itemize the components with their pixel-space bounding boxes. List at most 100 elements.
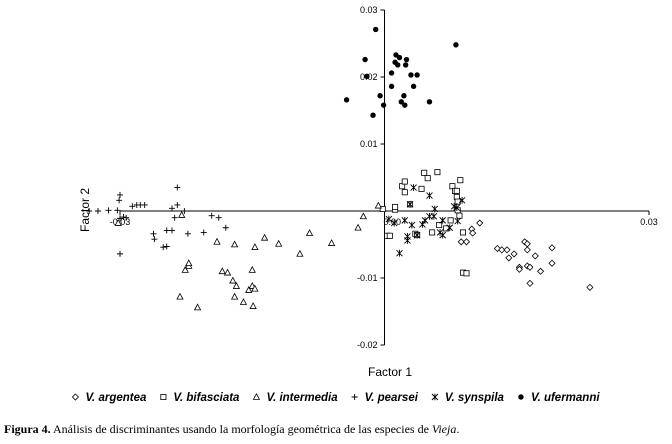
point-diamond	[457, 238, 465, 246]
point-circle	[343, 97, 350, 103]
point-plus	[184, 230, 191, 237]
point-diamond	[548, 259, 556, 267]
point-circle	[364, 73, 370, 80]
point-square	[392, 203, 399, 210]
point-plus	[181, 208, 188, 214]
legend-marker-diamond	[71, 393, 80, 401]
x-tick-label: 0.03	[640, 217, 658, 227]
point-square	[456, 212, 463, 219]
legend-marker-circle	[518, 394, 524, 400]
point-circle	[380, 102, 387, 108]
point-diamond	[536, 267, 545, 275]
point-triangle	[213, 237, 221, 245]
caption-text: Análisis de discriminantes usando la mor…	[53, 422, 429, 436]
chart-axes	[119, 9, 650, 346]
caption-end: .	[456, 422, 460, 436]
legend-label: V. synspila	[445, 392, 505, 404]
point-triangle	[193, 303, 202, 311]
point-plus	[160, 244, 167, 251]
point-plus	[116, 197, 123, 204]
point-circle	[402, 62, 409, 68]
point-asterisk	[431, 205, 439, 213]
point-circle	[410, 83, 417, 90]
point-square	[401, 178, 408, 185]
point-plus	[141, 201, 148, 208]
point-triangle	[185, 259, 193, 267]
legend-marker-triangle	[252, 392, 261, 400]
legend-label: V. pearsei	[365, 392, 419, 404]
point-circle	[370, 112, 376, 118]
point-plus	[150, 230, 157, 237]
figure-caption: Figura 4. Análisis de discriminantes usa…	[4, 422, 668, 437]
point-asterisk	[385, 215, 393, 223]
point-plus	[114, 207, 121, 214]
caption-label: Figura 4.	[4, 422, 51, 436]
point-circle	[414, 72, 420, 78]
point-circle	[398, 99, 404, 105]
point-plus	[123, 214, 130, 221]
point-triangle	[359, 212, 368, 220]
point-circle	[388, 70, 395, 76]
point-plus	[129, 203, 136, 210]
point-triangle	[245, 286, 253, 293]
point-triangle	[305, 229, 314, 236]
point-triangle	[249, 302, 257, 309]
point-triangle	[114, 219, 122, 226]
point-asterisk	[421, 216, 429, 224]
series-plus	[86, 184, 229, 257]
y-tick-label: 0.01	[360, 139, 378, 149]
legend-marker-plus	[351, 394, 358, 400]
point-asterisk	[439, 231, 447, 239]
x-tick-label: -0.03	[110, 217, 131, 227]
legend-marker-asterisk	[431, 393, 439, 401]
legend-marker-square	[160, 393, 167, 400]
legend-label: V. intermedia	[266, 392, 338, 404]
point-square	[424, 175, 431, 182]
point-triangle	[248, 265, 256, 273]
point-plus	[105, 207, 112, 214]
point-asterisk	[426, 192, 433, 199]
caption-genus: Vieja	[431, 422, 457, 436]
series-triangle	[114, 201, 382, 311]
point-asterisk	[439, 216, 447, 224]
point-plus	[169, 205, 176, 212]
point-diamond	[548, 244, 556, 252]
point-asterisk	[453, 204, 461, 212]
point-square	[447, 217, 454, 224]
point-square	[434, 169, 441, 176]
point-asterisk	[430, 212, 438, 220]
point-plus	[117, 250, 123, 257]
point-diamond	[498, 246, 506, 254]
point-square	[463, 270, 470, 277]
x-tick-label: 0.00	[384, 217, 402, 227]
y-tick-label: -0.02	[357, 340, 378, 350]
point-triangle	[251, 243, 259, 250]
point-square	[418, 185, 425, 192]
point-triangle	[181, 265, 189, 273]
point-square	[429, 229, 436, 236]
series-square	[379, 169, 470, 277]
point-circle	[426, 99, 433, 105]
point-triangle	[260, 233, 269, 241]
point-circle	[408, 72, 414, 78]
legend-label: V. ufermanni	[531, 392, 600, 404]
point-asterisk	[404, 237, 411, 244]
point-circle	[377, 93, 383, 99]
point-diamond	[503, 246, 511, 254]
point-plus	[222, 224, 229, 231]
point-asterisk	[406, 200, 414, 208]
legend-label: V. bifasciata	[173, 392, 240, 404]
point-asterisk	[390, 219, 398, 227]
point-asterisk	[419, 221, 426, 228]
point-triangle	[374, 201, 382, 209]
point-square	[459, 229, 466, 236]
point-asterisk	[454, 217, 461, 225]
point-plus	[169, 227, 176, 234]
point-asterisk	[446, 224, 454, 232]
point-plus	[163, 227, 170, 234]
point-triangle	[296, 249, 304, 257]
x-axis-title: Factor 1	[368, 365, 412, 379]
point-circle	[372, 26, 379, 33]
point-diamond	[526, 279, 534, 287]
